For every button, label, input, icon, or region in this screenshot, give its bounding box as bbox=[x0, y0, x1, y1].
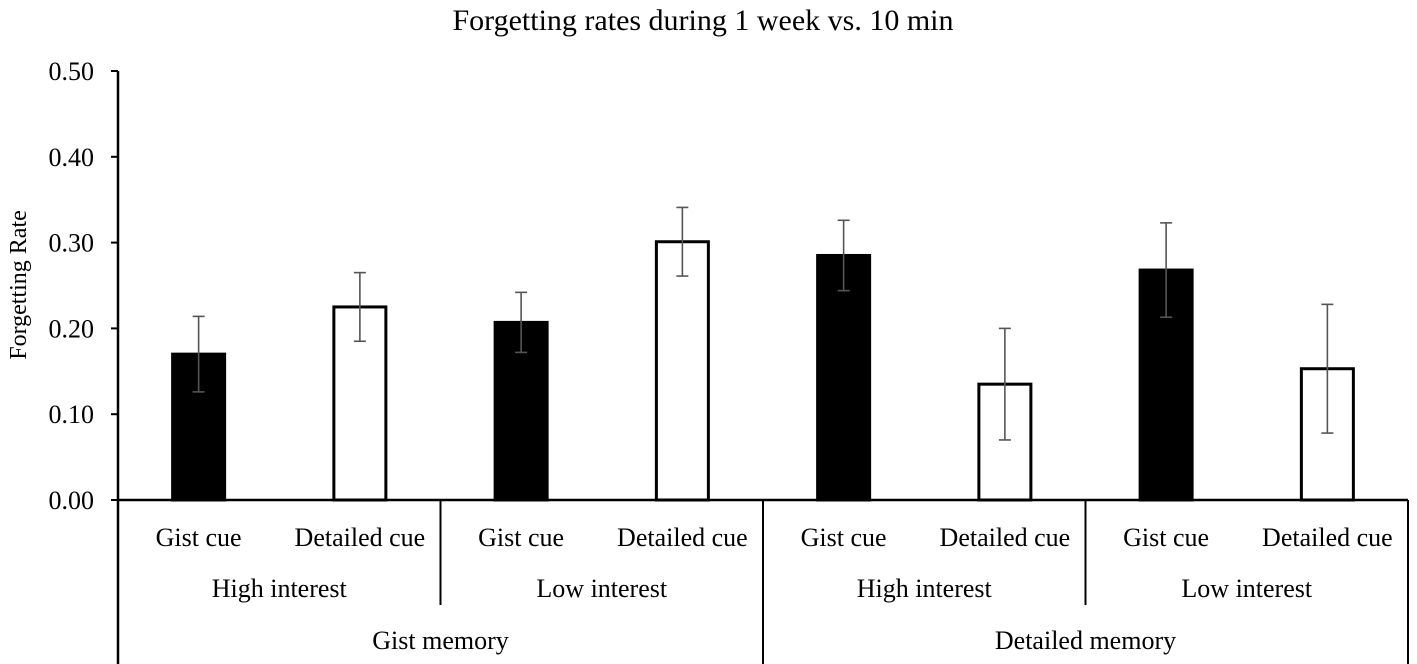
y-tick-label: 0.30 bbox=[49, 229, 95, 258]
interest-group-label: Low interest bbox=[536, 574, 667, 603]
y-tick-label: 0.00 bbox=[49, 486, 95, 515]
y-tick-label: 0.50 bbox=[49, 57, 95, 86]
memory-group-label: Gist memory bbox=[372, 626, 509, 655]
interest-group-label: High interest bbox=[857, 574, 993, 603]
interest-group-label: High interest bbox=[212, 574, 348, 603]
category-label: Detailed cue bbox=[295, 523, 426, 552]
category-label: Gist cue bbox=[156, 523, 242, 552]
interest-group-label: Low interest bbox=[1181, 574, 1312, 603]
category-label: Detailed cue bbox=[617, 523, 748, 552]
bar-5 bbox=[816, 253, 872, 502]
category-label: Gist cue bbox=[1123, 523, 1209, 552]
chart-title: Forgetting rates during 1 week vs. 10 mi… bbox=[452, 4, 953, 37]
y-axis-label: Forgetting Rate bbox=[6, 210, 32, 360]
bar-series bbox=[171, 240, 1355, 502]
category-label: Detailed cue bbox=[940, 523, 1071, 552]
category-label: Gist cue bbox=[801, 523, 887, 552]
category-label: Gist cue bbox=[478, 523, 564, 552]
category-label: Detailed cue bbox=[1262, 523, 1393, 552]
y-tick-label: 0.10 bbox=[49, 400, 95, 429]
y-axis-ticks: 0.00 0.10 0.20 0.30 0.40 0.50 bbox=[49, 57, 118, 515]
memory-group-label: Detailed memory bbox=[995, 626, 1176, 655]
y-tick-label: 0.20 bbox=[49, 314, 95, 343]
x-axis-categories: Gist cue Detailed cue Gist cue Detailed cue… bbox=[156, 523, 1393, 655]
y-tick-label: 0.40 bbox=[49, 143, 95, 172]
error-bars bbox=[192, 206, 1334, 441]
bar-4 bbox=[654, 240, 710, 502]
axes bbox=[116, 71, 1409, 664]
